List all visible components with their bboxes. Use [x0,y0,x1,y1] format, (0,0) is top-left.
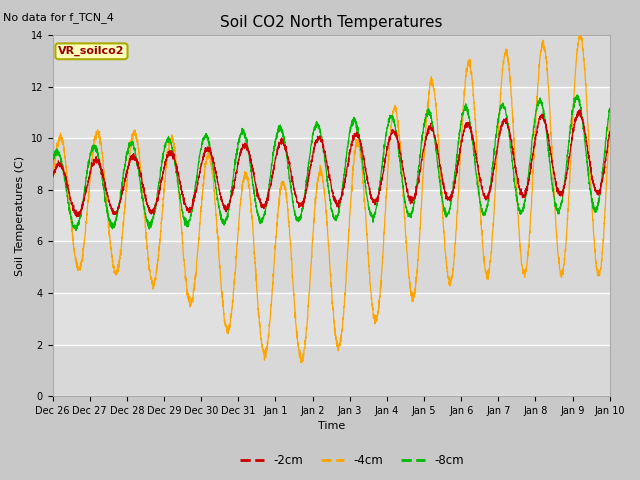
Title: Soil CO2 North Temperatures: Soil CO2 North Temperatures [220,15,442,30]
Bar [52,138,610,190]
X-axis label: Time: Time [317,421,345,432]
Y-axis label: Soil Temperatures (C): Soil Temperatures (C) [15,156,25,276]
Text: No data for f_TCN_4: No data for f_TCN_4 [3,12,114,23]
Bar [52,241,610,293]
Bar [52,36,610,87]
Text: VR_soilco2: VR_soilco2 [58,46,125,57]
Bar [52,345,610,396]
Legend: -2cm, -4cm, -8cm: -2cm, -4cm, -8cm [236,449,468,472]
